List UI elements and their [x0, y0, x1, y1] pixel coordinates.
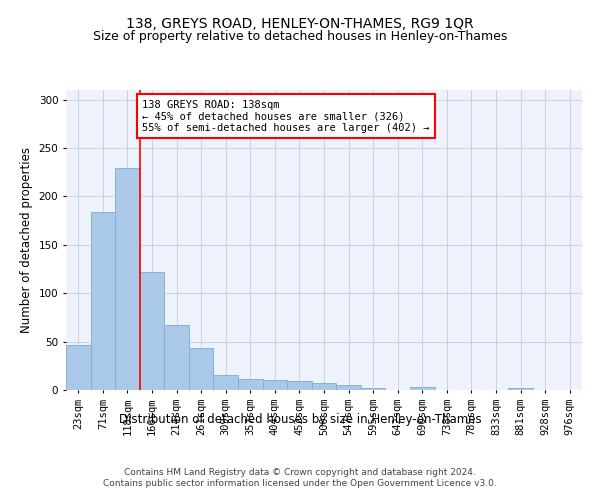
Text: 138, GREYS ROAD, HENLEY-ON-THAMES, RG9 1QR: 138, GREYS ROAD, HENLEY-ON-THAMES, RG9 1… — [126, 18, 474, 32]
Bar — [189, 348, 214, 390]
Text: Size of property relative to detached houses in Henley-on-Thames: Size of property relative to detached ho… — [93, 30, 507, 43]
Text: 138 GREYS ROAD: 138sqm
← 45% of detached houses are smaller (326)
55% of semi-de: 138 GREYS ROAD: 138sqm ← 45% of detached… — [142, 100, 430, 133]
Bar — [115, 168, 140, 390]
Text: Contains HM Land Registry data © Crown copyright and database right 2024.
Contai: Contains HM Land Registry data © Crown c… — [103, 468, 497, 487]
Bar — [508, 388, 533, 390]
Bar — [410, 387, 434, 390]
Bar — [263, 380, 287, 390]
Bar — [66, 344, 91, 390]
Y-axis label: Number of detached properties: Number of detached properties — [20, 147, 33, 333]
Bar — [361, 388, 385, 390]
Bar — [214, 376, 238, 390]
Bar — [312, 383, 336, 390]
Bar — [238, 380, 263, 390]
Text: Distribution of detached houses by size in Henley-on-Thames: Distribution of detached houses by size … — [119, 412, 481, 426]
Bar — [140, 272, 164, 390]
Bar — [91, 212, 115, 390]
Bar — [164, 325, 189, 390]
Bar — [287, 382, 312, 390]
Bar — [336, 385, 361, 390]
